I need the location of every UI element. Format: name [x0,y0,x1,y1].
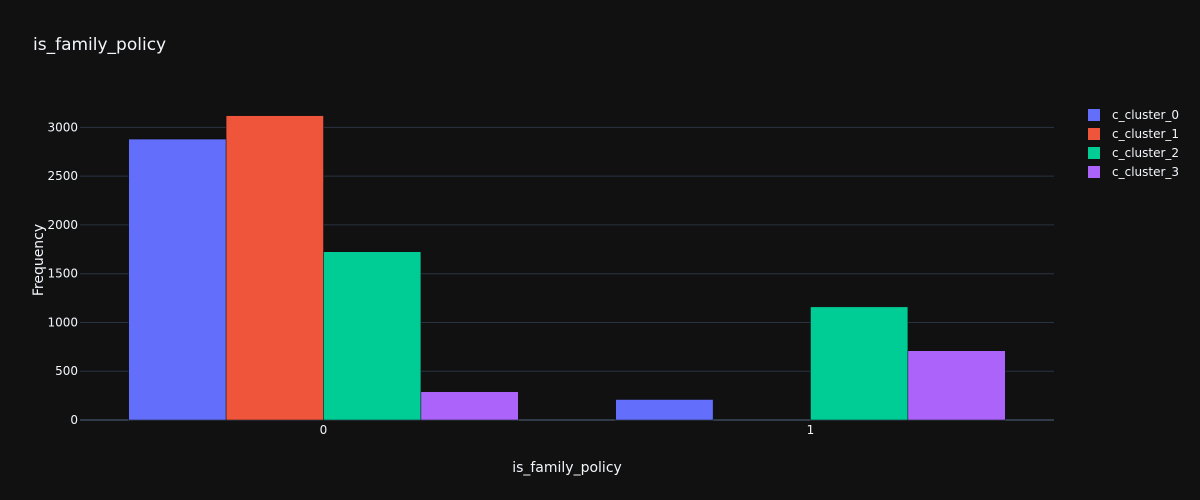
y-axis-ticks: 0 500 1000 1500 2000 2500 3000 [47,120,78,427]
bar-c_cluster_0-0 [128,138,227,421]
x-tick-label: 0 [320,423,328,437]
bar-c_cluster_2-1 [810,306,909,421]
legend: c_cluster_0 c_cluster_1 c_cluster_2 c_clust… [1088,108,1179,179]
legend-label: c_cluster_1 [1112,127,1179,141]
y-axis-title: Frequency [31,224,47,296]
x-axis-title: is_family_policy [512,460,622,476]
y-tick-label: 2000 [47,218,78,232]
y-tick-label: 2500 [47,169,78,183]
bar-c_cluster_2-0 [323,251,422,421]
legend-item[interactable]: c_cluster_2 [1088,146,1179,160]
bars [128,115,1006,421]
y-tick-label: 3000 [47,120,78,134]
bar-c_cluster_3-0 [420,391,519,421]
legend-label: c_cluster_3 [1112,165,1179,179]
y-tick-label: 1000 [47,315,78,329]
y-tick-label: 0 [70,413,78,427]
legend-item[interactable]: c_cluster_3 [1088,165,1179,179]
x-tick-label: 1 [807,423,815,437]
y-tick-label: 500 [55,364,78,378]
legend-swatch [1088,128,1100,140]
chart-title: is_family_policy [33,35,166,55]
bar-c_cluster_3-1 [907,350,1006,421]
legend-item[interactable]: c_cluster_1 [1088,127,1179,141]
legend-label: c_cluster_2 [1112,146,1179,160]
bar-c_cluster_1-0 [225,115,324,421]
legend-swatch [1088,109,1100,121]
y-tick-label: 1500 [47,267,78,281]
bar-c_cluster_0-1 [615,399,714,421]
legend-item[interactable]: c_cluster_0 [1088,108,1179,122]
legend-label: c_cluster_0 [1112,108,1179,122]
legend-swatch [1088,166,1100,178]
legend-swatch [1088,147,1100,159]
